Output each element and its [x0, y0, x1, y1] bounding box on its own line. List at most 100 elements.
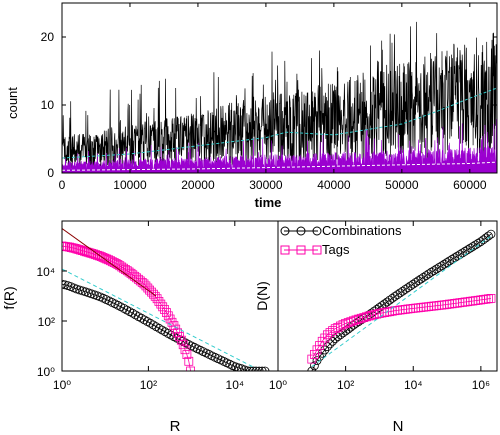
- data-point-combinations: [450, 253, 460, 263]
- time-series-marks: [62, 21, 497, 173]
- growth-ylabel: D(N): [254, 281, 270, 311]
- growth-frame: [277, 220, 498, 372]
- series-line-combinations: [311, 233, 492, 371]
- data-point-combinations: [421, 271, 431, 281]
- data-point-tags: [186, 366, 196, 371]
- growth-panel: 10⁰ 10² 10⁴ 10⁶ N D(N) Combinations Tags: [254, 220, 498, 435]
- trend-line-white: [62, 161, 497, 171]
- legend-marker-combinations: [312, 226, 322, 236]
- series-line-black: [62, 21, 497, 169]
- x-tick-label: 10⁴: [404, 378, 423, 392]
- data-point-combinations: [486, 229, 496, 239]
- data-point-combinations: [442, 258, 452, 267]
- legend: Combinations Tags: [280, 223, 402, 257]
- data-point-combinations: [437, 261, 447, 271]
- x-tick-label: 20000: [181, 178, 215, 192]
- data-point-tags: [320, 333, 330, 343]
- data-point-tags: [180, 345, 190, 355]
- data-point-tags: [184, 356, 194, 366]
- rank-frequency-ylabel: f(R): [1, 286, 17, 309]
- x-tick-label: 30000: [249, 178, 283, 192]
- x-tick-label: 60000: [453, 178, 487, 192]
- marks: [307, 229, 496, 371]
- rank-frequency-xlabel: R: [170, 418, 181, 435]
- time-series-frame: [61, 2, 498, 174]
- data-point-combinations: [62, 279, 67, 289]
- data-point-combinations: [439, 259, 449, 269]
- data-point-combinations: [251, 366, 261, 371]
- data-point-combinations: [411, 277, 421, 287]
- data-point-tags: [182, 350, 192, 360]
- data-point-combinations: [434, 262, 444, 272]
- rank-frequency-panel: 10⁰ 10² 10⁴ 10⁰ 10² 10⁴ R f(R): [1, 220, 279, 435]
- growth-plot-area: [307, 229, 496, 371]
- data-point-combinations: [458, 248, 467, 258]
- data-point-combinations: [307, 366, 317, 371]
- data-point-combinations: [245, 366, 255, 371]
- data-point-combinations: [483, 231, 493, 241]
- growth-xlabel: N: [393, 418, 404, 435]
- time-series-ticks: 0 10000 20000 30000 40000 50000 60000 0 10 20: [41, 3, 497, 192]
- data-point-combinations: [429, 266, 439, 276]
- data-point-combinations: [309, 361, 319, 371]
- data-point-tags: [62, 241, 67, 251]
- data-point-combinations: [416, 274, 426, 284]
- x-tick-label: 40000: [317, 178, 351, 192]
- fit-line-1: [62, 228, 157, 297]
- y-tick-label: 0: [47, 166, 54, 180]
- data-point-tags: [481, 294, 491, 304]
- data-point-combinations: [248, 366, 258, 371]
- x-tick-label: 10²: [337, 378, 354, 392]
- data-point-tags: [307, 354, 317, 364]
- x-tick-label: 0: [59, 178, 66, 192]
- series-line-tags: [62, 245, 191, 371]
- y-tick-label: 10⁴: [36, 265, 55, 279]
- legend-marker-tags: [296, 245, 306, 255]
- data-point-combinations: [426, 267, 436, 277]
- data-point-combinations: [260, 366, 270, 371]
- growth-ticks: 10⁰ 10² 10⁴ 10⁶: [269, 221, 490, 392]
- data-point-tags: [486, 293, 496, 303]
- data-point-combinations: [452, 251, 462, 261]
- data-point-tags: [176, 335, 186, 345]
- legend-item-combinations: Combinations: [280, 223, 402, 238]
- data-point-combinations: [447, 254, 457, 264]
- legend-marker-combinations: [280, 226, 290, 236]
- time-series-ylabel: count: [5, 87, 20, 119]
- data-point-combinations: [240, 365, 249, 371]
- fit-line-0: [311, 235, 492, 368]
- data-point-tags: [309, 349, 319, 359]
- legend-label-tags: Tags: [322, 242, 350, 257]
- x-tick-label: 50000: [385, 178, 419, 192]
- data-point-combinations: [432, 264, 441, 274]
- fit-line-0: [62, 268, 256, 369]
- data-point-tags: [178, 340, 188, 350]
- time-series-xlabel: time: [255, 195, 282, 210]
- rank-frequency-plot-area: [62, 228, 270, 371]
- data-point-combinations: [119, 303, 129, 313]
- legend-marker-tags: [280, 245, 290, 255]
- x-tick-label: 10⁰: [53, 378, 71, 392]
- legend-label-combinations: Combinations: [322, 223, 402, 238]
- data-point-combinations: [413, 276, 423, 286]
- legend-marker-tags: [312, 245, 322, 255]
- data-point-combinations: [424, 269, 434, 279]
- y-tick-label: 10⁰: [37, 365, 55, 379]
- data-point-combinations: [445, 256, 454, 266]
- x-tick-label: 10⁰: [269, 378, 287, 392]
- time-series-panel: 0 10000 20000 30000 40000 50000 60000 0 10 20 tim…: [5, 2, 498, 210]
- rank-frequency-ticks: 10⁰ 10² 10⁴ 10⁰ 10² 10⁴: [36, 221, 244, 392]
- marks: [62, 228, 270, 371]
- data-point-tags: [317, 336, 327, 346]
- x-tick-label: 10⁶: [472, 378, 490, 392]
- x-tick-label: 10²: [140, 378, 157, 392]
- y-tick-label: 10²: [38, 315, 55, 329]
- trend-line-cyan: [62, 87, 497, 159]
- x-tick-label: 10⁴: [226, 378, 245, 392]
- legend-item-tags: Tags: [280, 242, 350, 257]
- data-point-tags: [328, 326, 338, 336]
- series-line-combinations: [62, 283, 265, 371]
- y-tick-label: 20: [41, 30, 55, 44]
- data-point-combinations: [257, 366, 267, 371]
